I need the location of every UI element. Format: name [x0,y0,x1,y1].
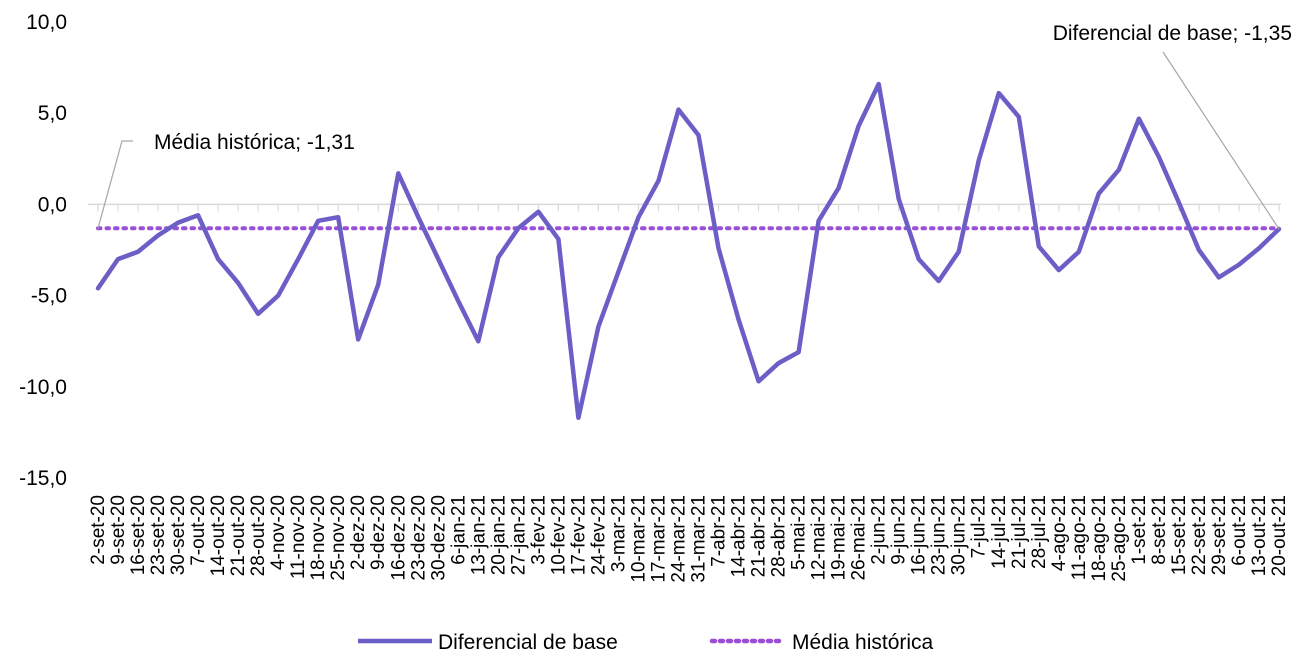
x-tick-label: 8-set-21 [1149,495,1170,565]
x-tick-label: 10-fev-21 [548,495,569,575]
y-tick-label: 10,0 [26,11,67,34]
x-tick-label: 29-set-21 [1209,495,1230,575]
y-tick-label: -15,0 [19,467,67,490]
x-tick-label: 17-fev-21 [568,495,589,575]
x-tick-label: 21-abr-21 [749,495,770,577]
annotation-leader-diferencial [1162,51,1280,230]
x-tick-label: 14-jul-21 [989,495,1010,569]
x-tick-label: 23-dez-20 [408,495,429,581]
x-tick-label: 4-ago-21 [1049,495,1070,571]
x-tick-label: 9-dez-20 [368,495,389,570]
x-tick-label: 30-dez-20 [428,495,449,581]
x-tick-label: 7-out-20 [188,495,209,566]
annotations: Média histórica; -1,31 Diferencial de bas… [97,22,1292,230]
x-tick-label: 30-jun-21 [949,495,970,575]
x-tick-label: 20-out-21 [1269,495,1290,576]
x-tick-label: 15-set-21 [1169,495,1190,575]
x-tick-label: 18-ago-21 [1089,495,1110,582]
y-tick-label: 0,0 [38,193,67,216]
x-tick-label: 6-out-21 [1229,495,1250,566]
x-tick-label: 23-set-20 [148,495,169,575]
annotation-leader-media [97,140,133,229]
x-tick-label: 25-ago-21 [1109,495,1130,582]
x-tick-label: 5-mai-21 [789,495,810,570]
y-axis: 10,0 5,0 0,0 -5,0 -10,0 -15,0 [19,11,67,490]
x-tick-label: 14-abr-21 [729,495,750,577]
x-tick-label: 2-dez-20 [348,495,369,570]
legend-label-diferencial: Diferencial de base [438,631,618,654]
annotation-diferencial-de-base: Diferencial de base; -1,35 [1053,22,1292,45]
x-tick-label: 28-out-20 [248,495,269,576]
x-tick-label: 27-jan-21 [508,495,529,575]
x-tick-label: 11-nov-20 [288,495,309,579]
x-tick-label: 9-set-20 [108,495,129,565]
x-tick-label: 13-jan-21 [468,495,489,575]
y-tick-label: 5,0 [38,102,67,125]
x-tick-label: 28-jul-21 [1029,495,1050,569]
x-tick-label: 20-jan-21 [488,495,509,575]
x-axis: 2-set-20 9-set-20 16-set-20 23-set-20 30-set… [88,203,1290,583]
legend: Diferencial de base Média histórica [358,631,934,654]
x-tick-label: 13-out-21 [1249,495,1270,576]
legend-label-media: Média histórica [792,631,934,654]
x-tick-label: 4-nov-20 [268,495,289,570]
x-tick-label: 18-nov-20 [308,495,329,581]
x-tick-label: 16-set-20 [128,495,149,575]
x-tick-label: 2-jun-21 [869,495,890,565]
x-tick-label: 19-mai-21 [829,495,850,581]
x-tick-label: 28-abr-21 [769,495,790,577]
x-tick-label: 26-mai-21 [849,495,870,581]
x-tick-label: 2-set-20 [88,495,109,565]
x-tick-label: 3-mar-21 [608,495,629,572]
x-tick-label: 30-set-20 [168,495,189,575]
x-tick-label: 24-fev-21 [588,495,609,575]
x-tick-label: 21-out-20 [228,495,249,576]
series-diferencial-de-base [95,81,1282,421]
x-tick-label: 14-out-20 [208,495,229,576]
x-tick-label: 1-set-21 [1129,495,1150,565]
x-tick-label: 3-fev-21 [528,495,549,565]
x-tick-label: 25-nov-20 [328,495,349,581]
x-tick-label: 16-dez-20 [388,495,409,581]
x-tick-label: 24-mar-21 [668,495,689,583]
annotation-media-historica: Média histórica; -1,31 [154,131,355,154]
x-tick-label: 9-jun-21 [889,495,910,565]
x-tick-label: 7-abr-21 [709,495,730,567]
series-layer [95,81,1282,421]
y-tick-label: -10,0 [19,376,67,399]
x-tick-label: 17-mar-21 [648,495,669,583]
x-tick-label: 21-jul-21 [1009,495,1030,569]
x-tick-label: 6-jan-21 [448,495,469,565]
x-tick-label: 31-mar-21 [689,495,710,583]
x-tick-label: 16-jun-21 [909,495,930,575]
x-tick-label: 7-jul-21 [969,495,990,558]
x-tick-label: 23-jun-21 [929,495,950,575]
x-tick-label: 22-set-21 [1189,495,1210,575]
y-tick-label: -5,0 [31,285,67,308]
x-tick-label: 12-mai-21 [809,495,830,581]
x-tick-label: 10-mar-21 [628,495,649,583]
x-tick-label: 11-ago-21 [1069,495,1090,580]
